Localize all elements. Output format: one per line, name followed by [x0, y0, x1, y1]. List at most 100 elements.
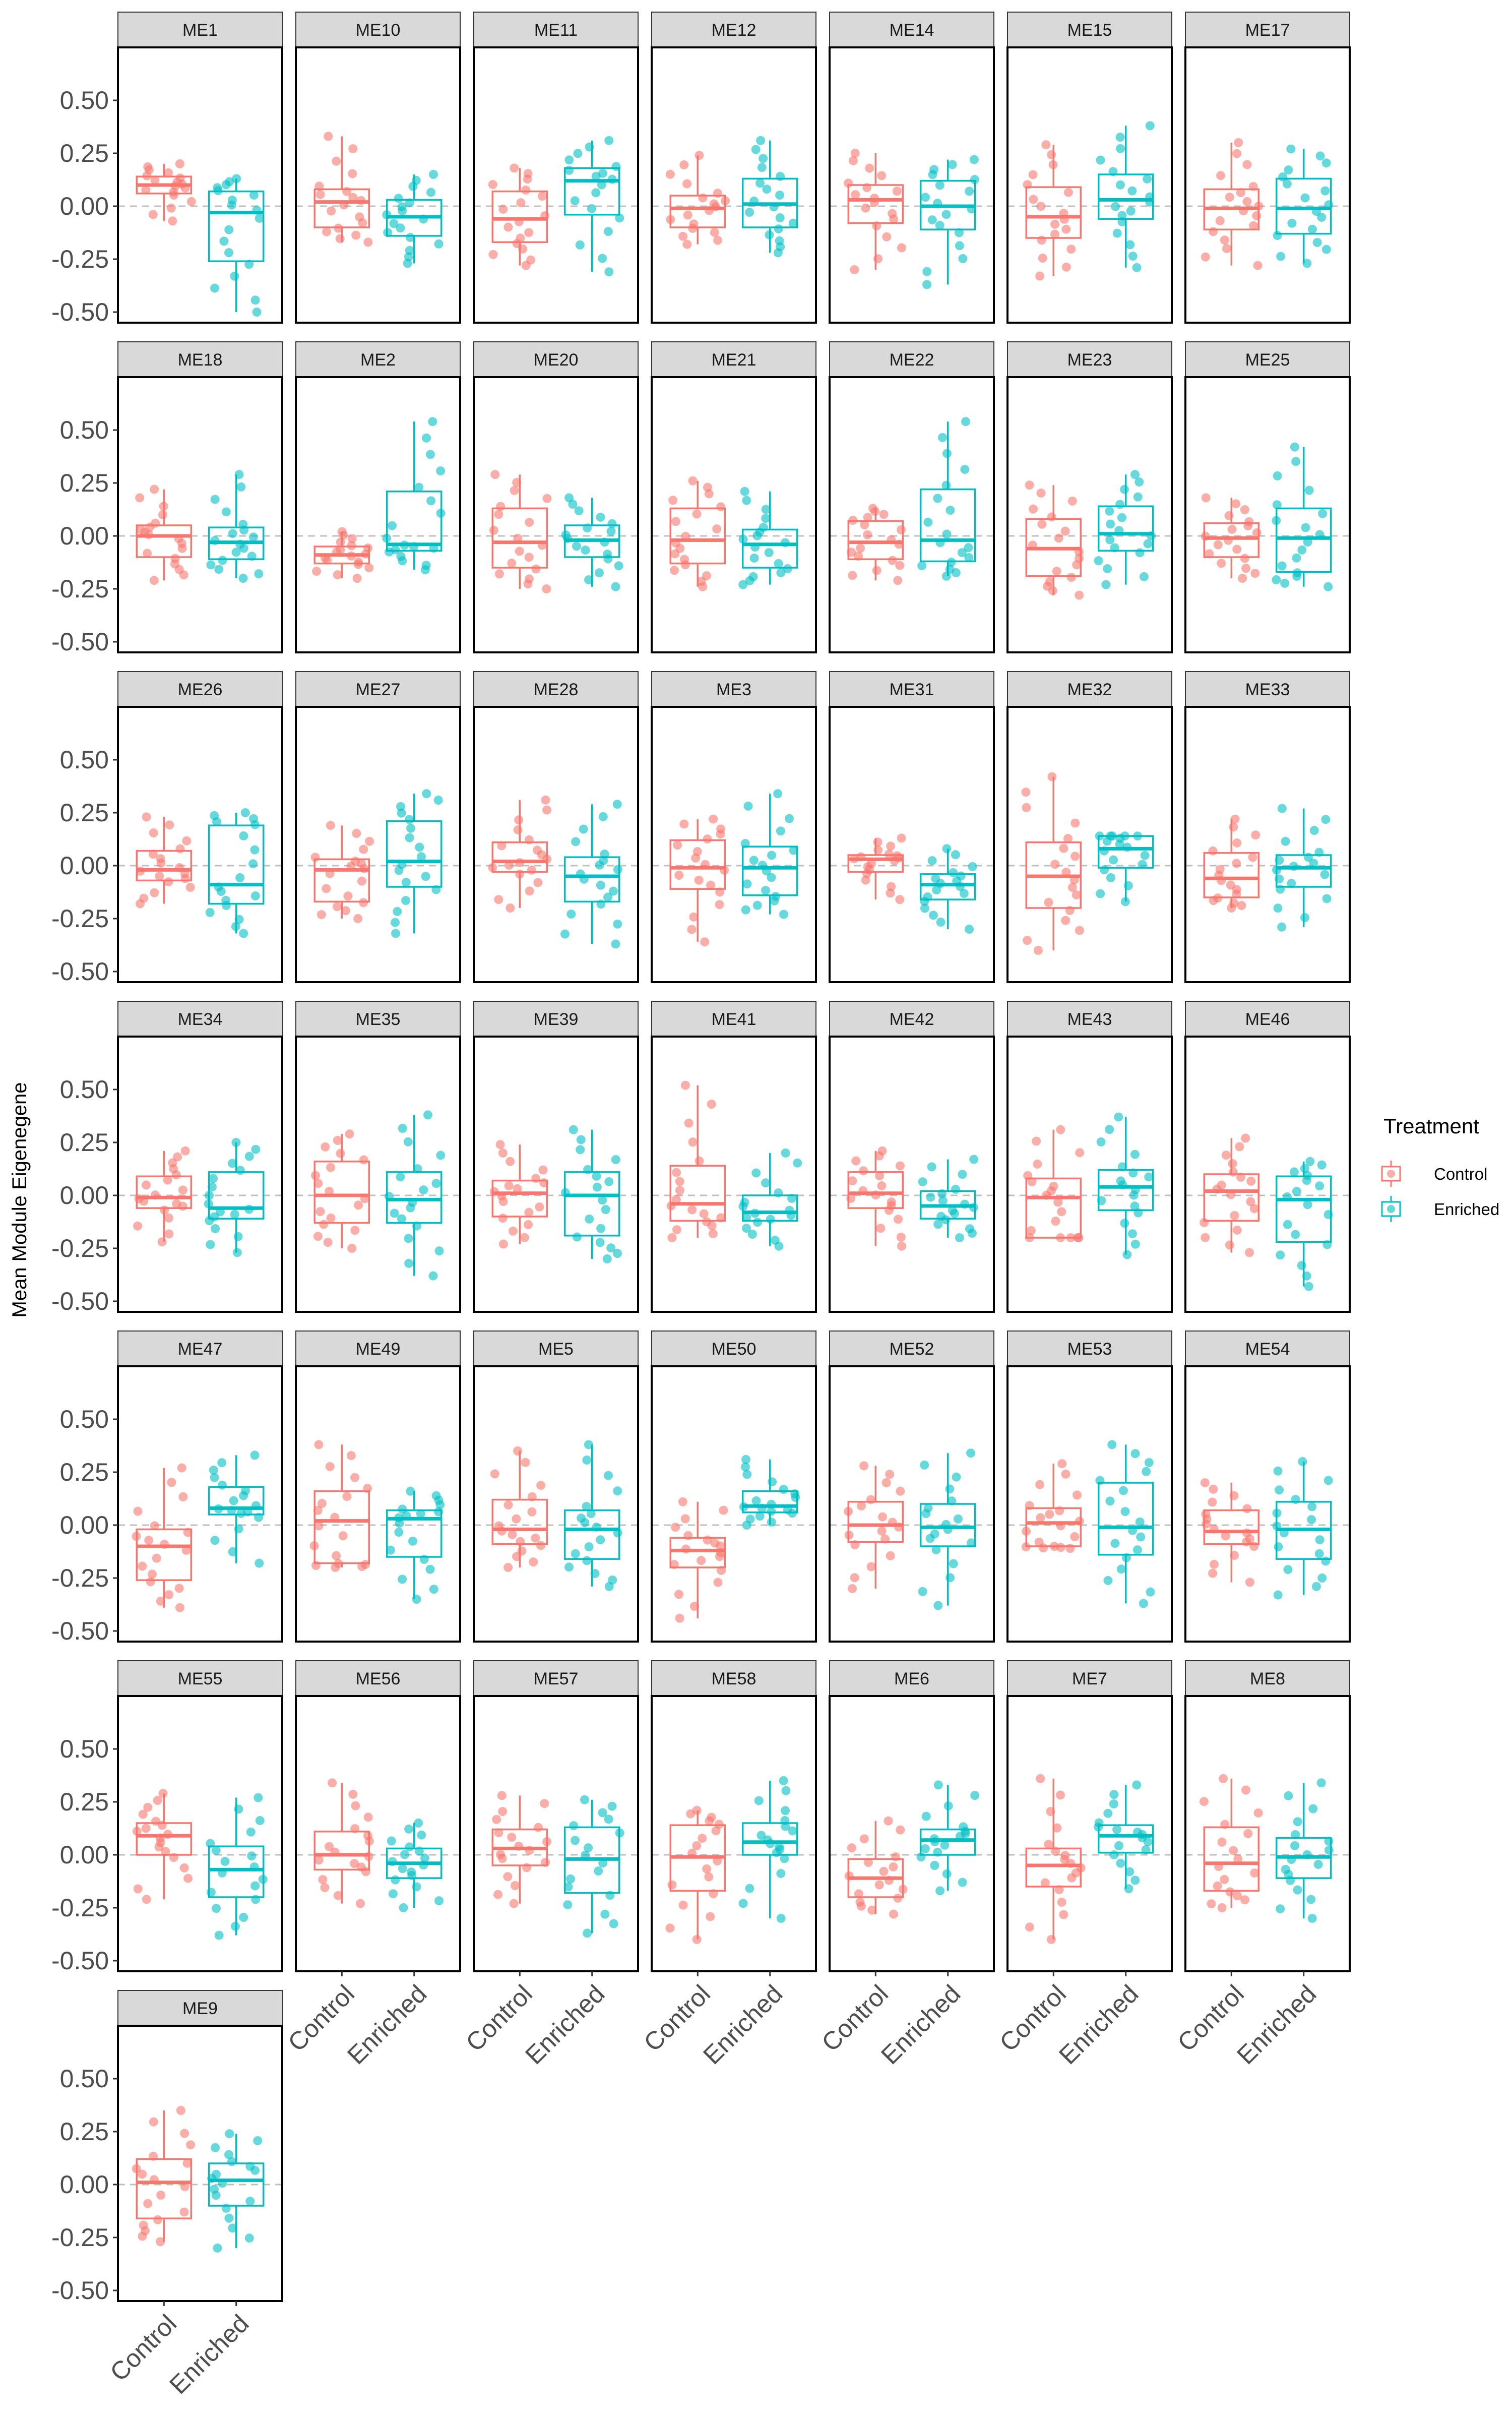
enriched-point: [398, 1504, 407, 1514]
enriched-box: [386, 491, 443, 552]
enriched-point: [922, 280, 932, 289]
facet-label: ME1: [182, 21, 218, 40]
enriched-point: [426, 188, 436, 197]
legend-label: Control: [1434, 1165, 1487, 1183]
enriched-point: [1315, 1181, 1325, 1191]
enriched-point: [1317, 212, 1327, 222]
control-point: [314, 1521, 324, 1531]
control-point: [164, 1213, 173, 1223]
control-point: [684, 1118, 694, 1128]
y-tick-label: 0.25: [60, 139, 109, 167]
enriched-point: [248, 532, 258, 542]
control-point: [1199, 1797, 1209, 1806]
control-point: [136, 525, 146, 534]
enriched-point: [611, 1155, 620, 1165]
enriched-point: [767, 851, 777, 860]
facet-strip: [1007, 341, 1172, 378]
enriched-point: [948, 160, 957, 169]
y-tick-label: 0.50: [60, 1075, 109, 1104]
control-point: [529, 1557, 538, 1567]
enriched-point: [582, 1556, 592, 1565]
enriched-point: [1292, 553, 1301, 563]
control-point: [671, 1194, 681, 1204]
enriched-point: [245, 2197, 255, 2206]
enriched-point: [1321, 158, 1331, 168]
enriched-point: [781, 1786, 791, 1795]
enriched-point: [613, 919, 622, 929]
panel-border: [651, 706, 817, 983]
enriched-point: [1143, 174, 1152, 184]
control-point: [150, 888, 159, 897]
control-point: [327, 206, 336, 216]
y-tick-label: -0.50: [51, 628, 109, 656]
facet-strip: [829, 671, 994, 707]
enriched-point: [918, 1587, 927, 1596]
control-point: [706, 1912, 715, 1921]
enriched-point: [595, 1238, 605, 1247]
enriched-point: [1311, 1582, 1321, 1591]
control-box: [136, 524, 193, 558]
control-point: [332, 156, 341, 166]
control-point: [1025, 1922, 1034, 1932]
enriched-point: [250, 891, 260, 901]
control-point: [692, 847, 702, 857]
enriched-point: [964, 543, 973, 553]
control-point: [512, 1514, 521, 1524]
facet-strip: [473, 671, 639, 707]
enriched-point: [1280, 578, 1290, 588]
enriched-point: [405, 1842, 414, 1852]
enriched-box: [563, 856, 620, 903]
control-point: [1056, 1790, 1065, 1800]
control-point: [719, 1505, 728, 1515]
enriched-point: [587, 204, 596, 213]
enriched-point: [571, 1836, 580, 1845]
control-point: [672, 1225, 681, 1235]
control-point: [490, 470, 500, 479]
control-point: [689, 912, 699, 922]
control-point: [1036, 202, 1046, 211]
control-point: [495, 1850, 505, 1859]
control-point: [143, 162, 153, 171]
control-box: [313, 1161, 370, 1224]
enriched-point: [1115, 500, 1125, 509]
control-point: [851, 1156, 861, 1166]
enriched-point: [1301, 523, 1310, 532]
control-point: [313, 1232, 323, 1241]
facet-strip: [295, 341, 461, 378]
control-point: [675, 1186, 684, 1195]
control-point: [1032, 1136, 1041, 1146]
enriched-point: [431, 1179, 441, 1188]
control-point: [153, 1796, 162, 1805]
control-point: [1075, 926, 1084, 935]
enriched-point: [1118, 1486, 1128, 1495]
control-point: [1216, 171, 1226, 180]
control-point: [1059, 843, 1068, 853]
control-point: [151, 1817, 161, 1826]
x-tick-label: Enriched: [1053, 1979, 1144, 2070]
control-point: [1235, 1142, 1244, 1152]
control-point: [341, 906, 350, 916]
x-tick-label: Enriched: [698, 1979, 788, 2070]
control-point: [322, 227, 332, 236]
facet-label: ME26: [178, 680, 223, 699]
control-point: [706, 880, 716, 890]
control-point: [861, 203, 870, 213]
enriched-point: [969, 1155, 979, 1164]
enriched-point: [774, 559, 783, 568]
facet-label: ME50: [712, 1340, 757, 1359]
control-point: [175, 844, 185, 854]
enriched-point: [955, 1233, 964, 1242]
facet-label: ME55: [178, 1669, 223, 1688]
panel-border: [117, 1695, 283, 1972]
enriched-point: [751, 1496, 761, 1505]
control-point: [164, 1229, 174, 1239]
control-point: [688, 476, 698, 486]
enriched-point: [1290, 1841, 1300, 1850]
enriched-point: [1135, 1517, 1145, 1527]
control-point: [503, 1500, 513, 1509]
y-tick-label: -0.25: [51, 904, 109, 933]
control-point: [521, 185, 531, 195]
facet-label: ME31: [890, 680, 934, 699]
control-point: [897, 243, 906, 253]
control-point: [888, 209, 897, 218]
